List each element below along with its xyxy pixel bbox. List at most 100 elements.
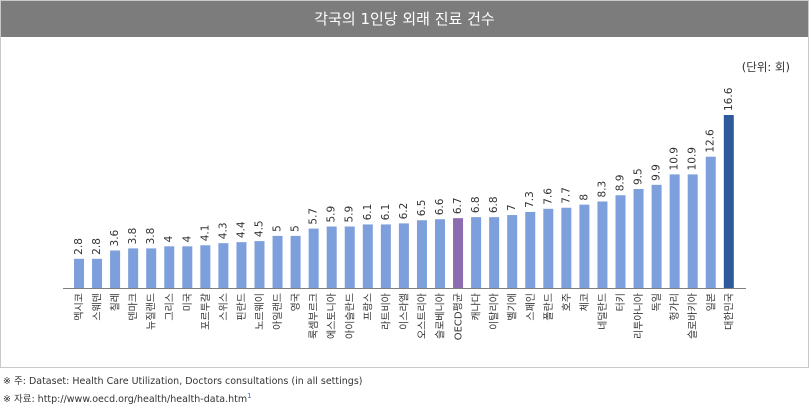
bar-28 [579,204,590,288]
value-label-2: 3.6 [109,229,121,246]
value-label-17: 6.1 [380,204,392,221]
value-label-22: 6.8 [470,196,482,213]
value-label-16: 6.1 [362,204,374,221]
category-label-36: 대한민국 [723,293,735,330]
value-label-1: 2.8 [91,238,103,255]
value-label-7: 4.1 [199,225,211,242]
source-text: ※ 자료: http://www.oecd.org/health/health-… [3,394,248,406]
value-label-28: 8 [578,194,590,201]
bar-13 [308,228,319,288]
value-label-11: 5 [272,225,284,232]
chart-frame: 각국의 1인당 외래 진료 건수 (단위: 회) 2.8 멕시코 2.8 스웨덴 3.6… [0,0,809,368]
value-label-35: 12.6 [705,129,717,153]
category-label-34: 슬로바키아 [687,293,699,339]
value-label-12: 5 [290,225,302,232]
category-label-21: OECD평균 [453,293,465,340]
bar-29 [597,201,608,288]
category-label-18: 이스라엘 [397,293,410,330]
bar-23 [489,217,500,288]
category-label-6: 미국 [182,293,194,311]
value-label-36: 16.6 [723,87,735,111]
category-label-5: 그리스 [164,293,176,321]
value-label-13: 5.7 [308,208,320,225]
bar-19 [416,220,427,288]
value-label-8: 4.3 [217,222,229,239]
category-label-24: 벨기에 [507,293,519,321]
value-label-23: 6.8 [488,196,500,213]
chart-title: 각국의 1인당 외래 진료 건수 [1,1,808,37]
category-label-33: 헝가리 [669,293,681,321]
category-label-27: 호주 [561,293,573,311]
bar-2 [110,250,121,288]
value-label-30: 8.9 [615,175,627,192]
category-label-1: 스웨덴 [92,293,104,321]
value-label-4: 3.8 [145,228,157,245]
category-label-3: 덴마크 [128,293,140,321]
bar-24 [507,215,518,288]
value-label-32: 9.9 [651,164,663,181]
bar-0 [74,258,84,288]
value-label-20: 6.6 [434,198,446,215]
bar-27 [561,207,572,288]
bar-34 [687,174,698,288]
bar-30 [615,195,626,288]
bar-22 [471,217,482,288]
bar-1 [92,258,103,288]
category-label-28: 체코 [579,293,591,311]
category-label-19: 오스트리아 [416,293,428,339]
category-label-30: 터키 [615,293,627,311]
category-label-23: 이탈리아 [488,293,501,330]
source-mark: 1 [247,392,252,400]
bar-15 [344,226,355,288]
bar-32 [651,184,662,288]
category-label-9: 핀란드 [236,293,248,321]
category-label-13: 룩셈부르크 [308,293,320,339]
value-label-29: 8.3 [596,181,608,198]
unit-label: (단위: 회) [741,60,790,74]
category-label-32: 독일 [651,293,663,311]
bar-12 [290,235,301,288]
bar-11 [272,235,283,288]
source-line: ※ 자료: http://www.oecd.org/health/health-… [3,389,362,407]
bar-14 [326,226,337,288]
value-label-6: 4 [181,235,193,242]
value-label-3: 3.8 [127,228,139,245]
category-label-8: 스위스 [217,293,230,321]
value-label-15: 5.9 [344,206,356,223]
value-label-34: 10.9 [687,147,699,170]
category-label-14: 에스토니아 [326,293,338,339]
bar-31 [633,188,644,288]
category-label-31: 리투아니아 [633,293,645,339]
category-label-4: 뉴질랜드 [146,293,158,330]
category-label-35: 일본 [705,293,717,311]
category-label-16: 프랑스 [362,293,374,321]
bar-35 [705,156,716,288]
value-label-10: 4.5 [254,220,266,237]
bar-10 [254,241,265,288]
category-label-11: 아일랜드 [272,293,284,330]
bar-6 [182,246,193,288]
category-label-20: 슬로베니아 [435,293,447,339]
footnotes: ※ 주: Dataset: Health Care Utilization, D… [3,374,362,407]
dataset-note: ※ 주: Dataset: Health Care Utilization, D… [3,376,363,387]
category-label-15: 아이슬란드 [344,293,356,339]
bar-4 [146,248,157,288]
bar-5 [164,246,175,288]
bar-7 [200,245,211,288]
value-label-14: 5.9 [326,206,338,223]
bar-17 [380,224,391,288]
value-label-25: 7.3 [524,191,536,208]
category-label-26: 폴란드 [543,293,555,321]
category-label-22: 캐나다 [471,293,483,321]
bar-20 [435,219,445,288]
category-label-12: 영국 [290,293,302,311]
value-label-18: 6.2 [398,203,410,220]
category-label-2: 칠레 [110,293,122,311]
bar-chart: 2.8 멕시코 2.8 스웨덴 3.6 칠레 3.8 덴마크 3.8 뉴질랜드 4 그리스 4 미국 4.1… [63,87,746,340]
value-label-27: 7.7 [560,187,572,204]
value-label-0: 2.8 [73,238,85,255]
category-label-25: 스페인 [525,293,537,321]
category-label-17: 라트비아 [380,293,392,330]
value-label-5: 4 [163,235,175,242]
category-label-0: 멕시코 [74,293,86,321]
